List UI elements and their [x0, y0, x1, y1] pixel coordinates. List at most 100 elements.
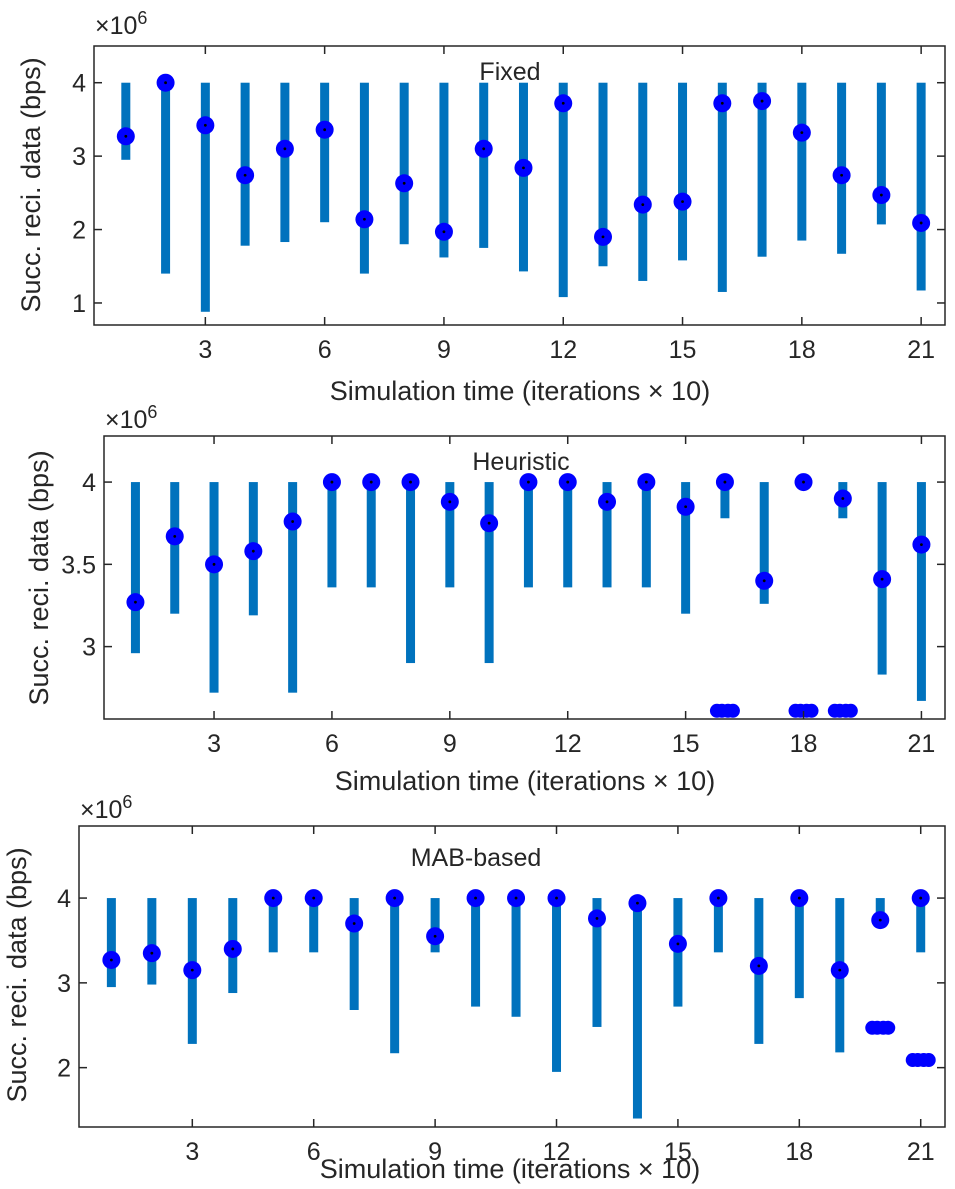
whisker-bar — [406, 482, 416, 664]
outlier-marker — [921, 1053, 936, 1068]
median-dot — [800, 131, 804, 135]
panel-heuristic: 3 6 9 12 15 18 21 33.54 Heuristic Simulation t… — [24, 402, 946, 796]
median-dot — [433, 934, 437, 938]
median-dot — [474, 896, 477, 900]
whisker-bar — [592, 898, 602, 1027]
y-tick-label: 1 — [72, 290, 86, 318]
median-dot — [203, 123, 207, 127]
median-dot — [527, 480, 530, 484]
median-dot — [124, 134, 128, 138]
whisker-bar — [602, 482, 612, 588]
exponent-power-fixed: 6 — [137, 8, 147, 28]
median-dot — [271, 896, 275, 900]
whisker-bar — [130, 482, 140, 654]
x-tick-label: 9 — [443, 730, 457, 758]
exponent-power-mab-based: 6 — [122, 792, 132, 812]
median-dot — [402, 181, 406, 185]
median-dot — [212, 562, 216, 566]
median-dot — [920, 543, 923, 546]
median-dot — [173, 534, 177, 538]
x-axis-label-heuristic: Simulation time (iterations × 10) — [335, 766, 715, 796]
whisker-bar — [390, 898, 400, 1054]
median-dot — [487, 521, 491, 525]
whisker-bar — [327, 482, 337, 588]
yticks-fixed: 1 2 3 4 — [72, 70, 945, 318]
whisker-bar — [399, 82, 409, 245]
whisker-bar — [638, 82, 648, 281]
median-dot — [561, 101, 565, 105]
x-tick-label: 15 — [664, 1138, 692, 1166]
median-dot — [880, 577, 884, 581]
plot-area-fixed — [93, 45, 946, 326]
whisker-bar — [209, 482, 219, 693]
x-axis-label-mab-based: Simulation time (iterations × 10) — [320, 1154, 700, 1184]
x-tick-label: 9 — [437, 336, 451, 364]
y-tick-label: 2 — [72, 217, 86, 245]
median-dot — [879, 193, 883, 197]
whisker-bar — [439, 82, 449, 258]
whisker-bar — [720, 482, 730, 519]
whisker-bar — [309, 898, 319, 953]
whisker-bar — [240, 82, 250, 246]
y-axis-label-fixed: Succ. reci. data (bps) — [16, 57, 46, 312]
x-tick-label: 21 — [907, 336, 935, 364]
whisker-bar — [757, 82, 767, 257]
whisker-bar — [445, 482, 455, 588]
whisker-bar — [320, 82, 330, 223]
x-axis-label-fixed: Simulation time (iterations × 10) — [330, 376, 710, 406]
xticks-mab-based: 3 6 9 12 15 18 21 — [185, 826, 935, 1166]
exponent-label-mab-based: ×106 — [80, 792, 132, 824]
xticks-fixed: 3 6 9 12 15 18 21 — [198, 46, 935, 364]
whisker-bar — [641, 482, 651, 588]
whisker-bar — [552, 898, 562, 1072]
x-tick-label: 18 — [788, 336, 816, 364]
median-dot — [291, 520, 295, 523]
median-dot — [605, 500, 609, 504]
median-dot — [684, 505, 688, 509]
median-dot — [644, 480, 648, 484]
whisker-bar — [759, 482, 769, 604]
median-dot — [514, 896, 518, 900]
median-dot — [442, 230, 446, 234]
median-dot — [762, 579, 766, 583]
y-tick-label: 3.5 — [61, 551, 96, 579]
median-dot — [760, 99, 764, 103]
median-dot — [312, 896, 316, 900]
y-tick-label: 3 — [57, 970, 71, 998]
median-dot — [681, 200, 684, 204]
median-dot — [840, 173, 844, 177]
exponent-base-mab-based: ×10 — [80, 796, 122, 824]
whisker-bar — [794, 898, 804, 999]
median-dot — [919, 896, 923, 900]
plot-area-mab-based — [78, 825, 946, 1128]
median-dot — [636, 901, 639, 905]
x-tick-label: 9 — [428, 1138, 442, 1166]
median-dot — [797, 896, 801, 900]
whisker-bar — [916, 82, 926, 291]
exponent-base-heuristic: ×10 — [105, 406, 147, 434]
median-dot — [641, 203, 645, 206]
whisker-bar — [713, 898, 723, 953]
median-dot — [363, 217, 366, 221]
median-dot — [369, 480, 373, 484]
median-dot — [243, 173, 247, 177]
median-dot — [676, 942, 680, 946]
x-tick-label: 12 — [543, 1138, 571, 1166]
x-tick-label: 6 — [307, 1138, 321, 1166]
median-dot — [757, 964, 761, 968]
outlier-marker — [804, 703, 819, 718]
median-dot — [595, 917, 599, 920]
median-dot — [352, 922, 356, 925]
x-tick-label: 3 — [198, 336, 212, 364]
whisker-bar — [268, 898, 278, 953]
median-dot — [723, 480, 727, 484]
x-tick-label: 21 — [907, 1138, 935, 1166]
whisker-bar — [484, 482, 494, 664]
y-tick-label: 4 — [57, 885, 71, 913]
median-dot — [841, 497, 845, 500]
median-dot — [448, 500, 452, 504]
median-dot — [566, 480, 570, 484]
median-dot — [283, 147, 287, 151]
median-dot — [190, 968, 194, 972]
y-axis-label-heuristic: Succ. reci. data (bps) — [24, 450, 54, 705]
